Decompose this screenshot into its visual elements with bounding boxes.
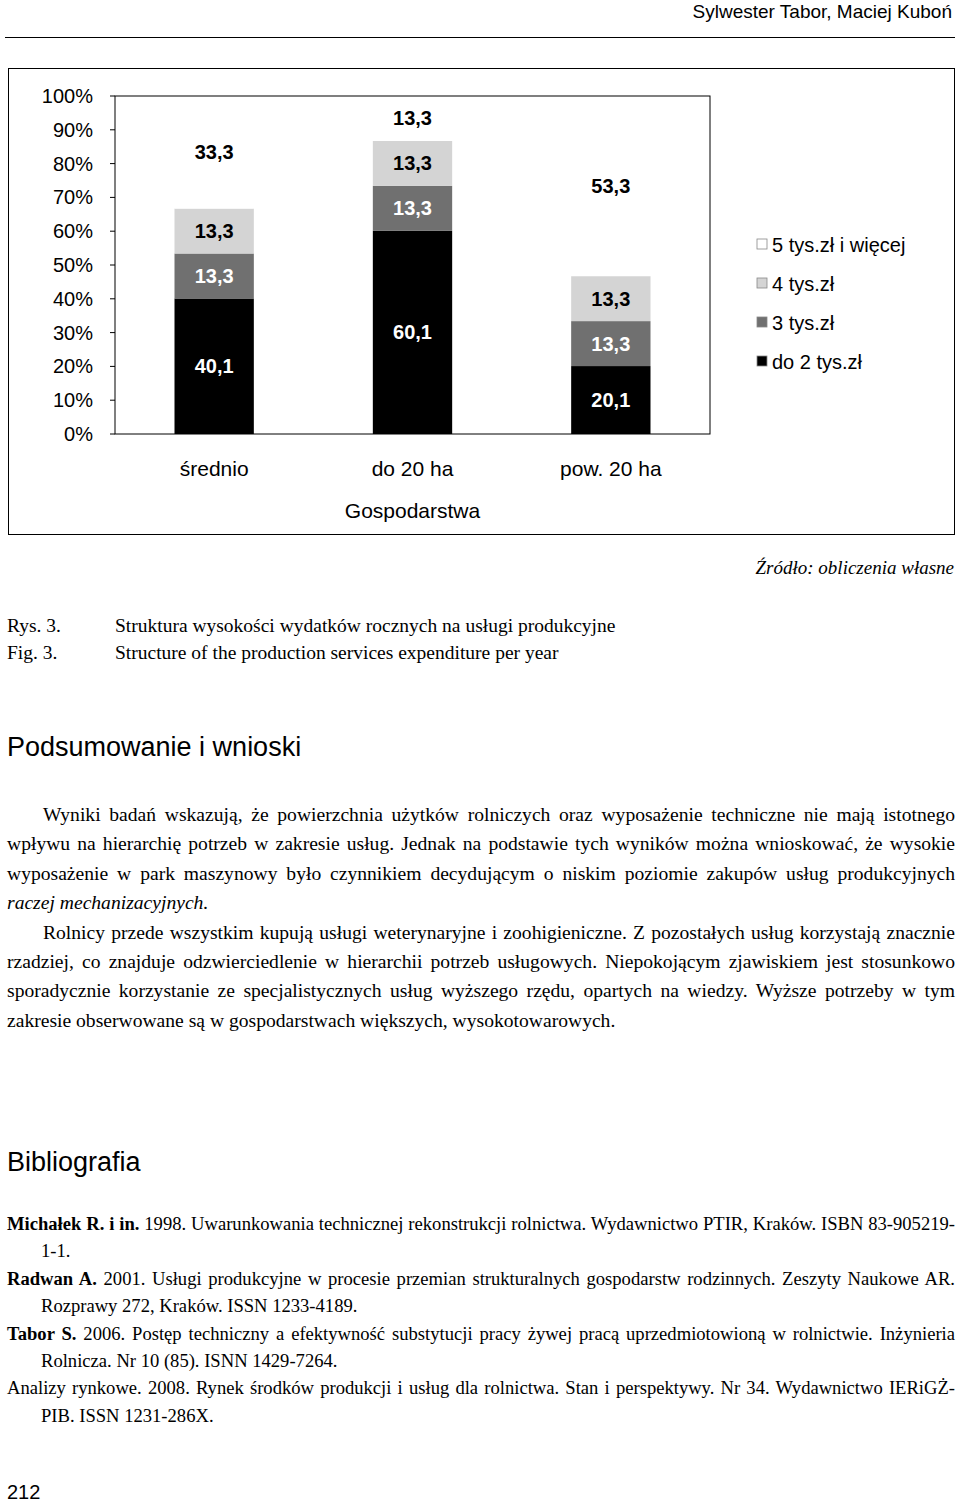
bar-segment: [175, 254, 254, 299]
bar-segment: [373, 231, 452, 434]
bib-entry: Radwan A. 2001. Usługi produkcyjne w pro…: [7, 1265, 955, 1320]
plot-frame: [115, 96, 710, 434]
x-tick-label: pow. 20 ha: [560, 457, 662, 480]
y-tick: [110, 366, 115, 367]
running-header: Sylwester Tabor, Maciej Kuboń: [693, 0, 952, 24]
chart-frame: [9, 69, 955, 535]
data-label: 13,3: [591, 288, 630, 310]
legend-label: 4 tys.zł: [772, 273, 835, 295]
x-axis-title: Gospodarstwa: [345, 499, 481, 522]
data-label: 53,3: [591, 175, 630, 197]
bar-segment: [175, 96, 254, 209]
header-rule: [5, 37, 955, 38]
data-label: 20,1: [591, 389, 630, 411]
y-tick: [110, 400, 115, 401]
legend-label: do 2 tys.zł: [772, 351, 863, 373]
legend-swatch: [757, 278, 767, 288]
data-label: 60,1: [393, 321, 432, 343]
summary-body: Wyniki badań wskazują, że powierzchnia u…: [7, 800, 955, 1035]
paragraph: Rolnicy przede wszystkim kupują usługi w…: [7, 918, 955, 1036]
bar-segment: [571, 96, 650, 276]
bar-segment: [373, 141, 452, 186]
y-tick-label: 70%: [53, 186, 93, 208]
y-tick: [110, 129, 115, 130]
caption-text: Struktura wysokości wydatków rocznych na…: [115, 614, 615, 638]
caption-label: Fig. 3.: [7, 641, 57, 665]
y-tick-label: 20%: [53, 355, 93, 377]
y-tick-label: 30%: [53, 322, 93, 344]
data-label: 13,3: [393, 152, 432, 174]
y-tick-label: 80%: [53, 153, 93, 175]
y-tick-label: 10%: [53, 389, 93, 411]
caption-text: Structure of the production services exp…: [115, 641, 558, 665]
legend-swatch: [757, 356, 767, 366]
page-number: 212: [7, 1480, 40, 1504]
bib-author: Michałek R. i in.: [7, 1213, 139, 1234]
bibliography-list: Michałek R. i in. 1998. Uwarunkowania te…: [7, 1210, 955, 1429]
y-tick-label: 100%: [42, 85, 93, 107]
data-label: 13,3: [195, 265, 234, 287]
bar-segment: [373, 186, 452, 231]
bib-entry: Analizy rynkowe. 2008. Rynek środków pro…: [7, 1374, 955, 1429]
x-tick-label: średnio: [180, 457, 249, 480]
text-run: Wyniki badań wskazują, że powierzchnia u…: [7, 804, 955, 884]
bar-segment: [373, 96, 452, 141]
caption-label: Rys. 3.: [7, 614, 61, 638]
bib-author: Radwan A.: [7, 1268, 97, 1289]
data-labels: 40,1 60,1 20,1 13,3 13,3 13,3 13,3 13,3 13,3 33,3…: [195, 107, 631, 411]
y-tick: [110, 96, 115, 97]
legend-swatch: [757, 239, 767, 249]
y-tick-label: 40%: [53, 288, 93, 310]
data-label: 33,3: [195, 141, 234, 163]
data-label: 13,3: [393, 107, 432, 129]
bib-author: Analizy rynkowe.: [7, 1377, 142, 1398]
y-tick: [110, 265, 115, 266]
section-heading: Podsumowanie i wnioski: [7, 730, 301, 764]
bib-text: 2008. Rynek środków produkcji i usług dl…: [41, 1377, 955, 1425]
bar-segment: [571, 366, 650, 434]
bib-entry: Tabor S. 2006. Postęp techniczny a efekt…: [7, 1320, 955, 1375]
paragraph: Wyniki badań wskazują, że powierzchnia u…: [7, 800, 955, 918]
bar-segment: [175, 209, 254, 254]
text-run: Rolnicy przede wszystkim kupują usługi w…: [7, 922, 955, 1031]
y-tick: [110, 434, 115, 435]
source-note: Źródło: obliczenia własne: [756, 556, 954, 580]
legend-swatch: [757, 317, 767, 327]
y-tick-label: 90%: [53, 119, 93, 141]
legend-label: 3 tys.zł: [772, 312, 835, 334]
y-tick: [110, 197, 115, 198]
data-label: 13,3: [591, 333, 630, 355]
bar-segment: [175, 298, 254, 434]
bib-text: 1998. Uwarunkowania technicznej rekonstr…: [41, 1213, 955, 1261]
bar-segment: [571, 276, 650, 321]
bib-entry: Michałek R. i in. 1998. Uwarunkowania te…: [7, 1210, 955, 1265]
bar-segment: [571, 321, 650, 366]
y-tick: [110, 298, 115, 299]
y-tick: [110, 332, 115, 333]
y-tick: [110, 163, 115, 164]
data-label: 13,3: [195, 220, 234, 242]
y-tick-label: 50%: [53, 254, 93, 276]
text-run: raczej mechanizacyjnych.: [7, 892, 208, 913]
section-heading: Bibliografia: [7, 1145, 141, 1179]
data-label: 40,1: [195, 355, 234, 377]
legend-label: 5 tys.zł i więcej: [772, 234, 905, 256]
bars: [175, 96, 651, 434]
bib-text: 2006. Postęp techniczny a efektywność su…: [41, 1323, 955, 1371]
bib-text: 2001. Usługi produkcyjne w procesie prze…: [41, 1268, 955, 1316]
y-tick: [110, 231, 115, 232]
chart: 0% 10% 20% 30% 40% 50% 60% 70% 80% 90% 100% 40,1 60,…: [0, 0, 960, 545]
data-label: 13,3: [393, 197, 432, 219]
bib-author: Tabor S.: [7, 1323, 76, 1344]
y-tick-label: 60%: [53, 220, 93, 242]
x-tick-label: do 20 ha: [372, 457, 454, 480]
y-tick-label: 0%: [64, 423, 93, 445]
